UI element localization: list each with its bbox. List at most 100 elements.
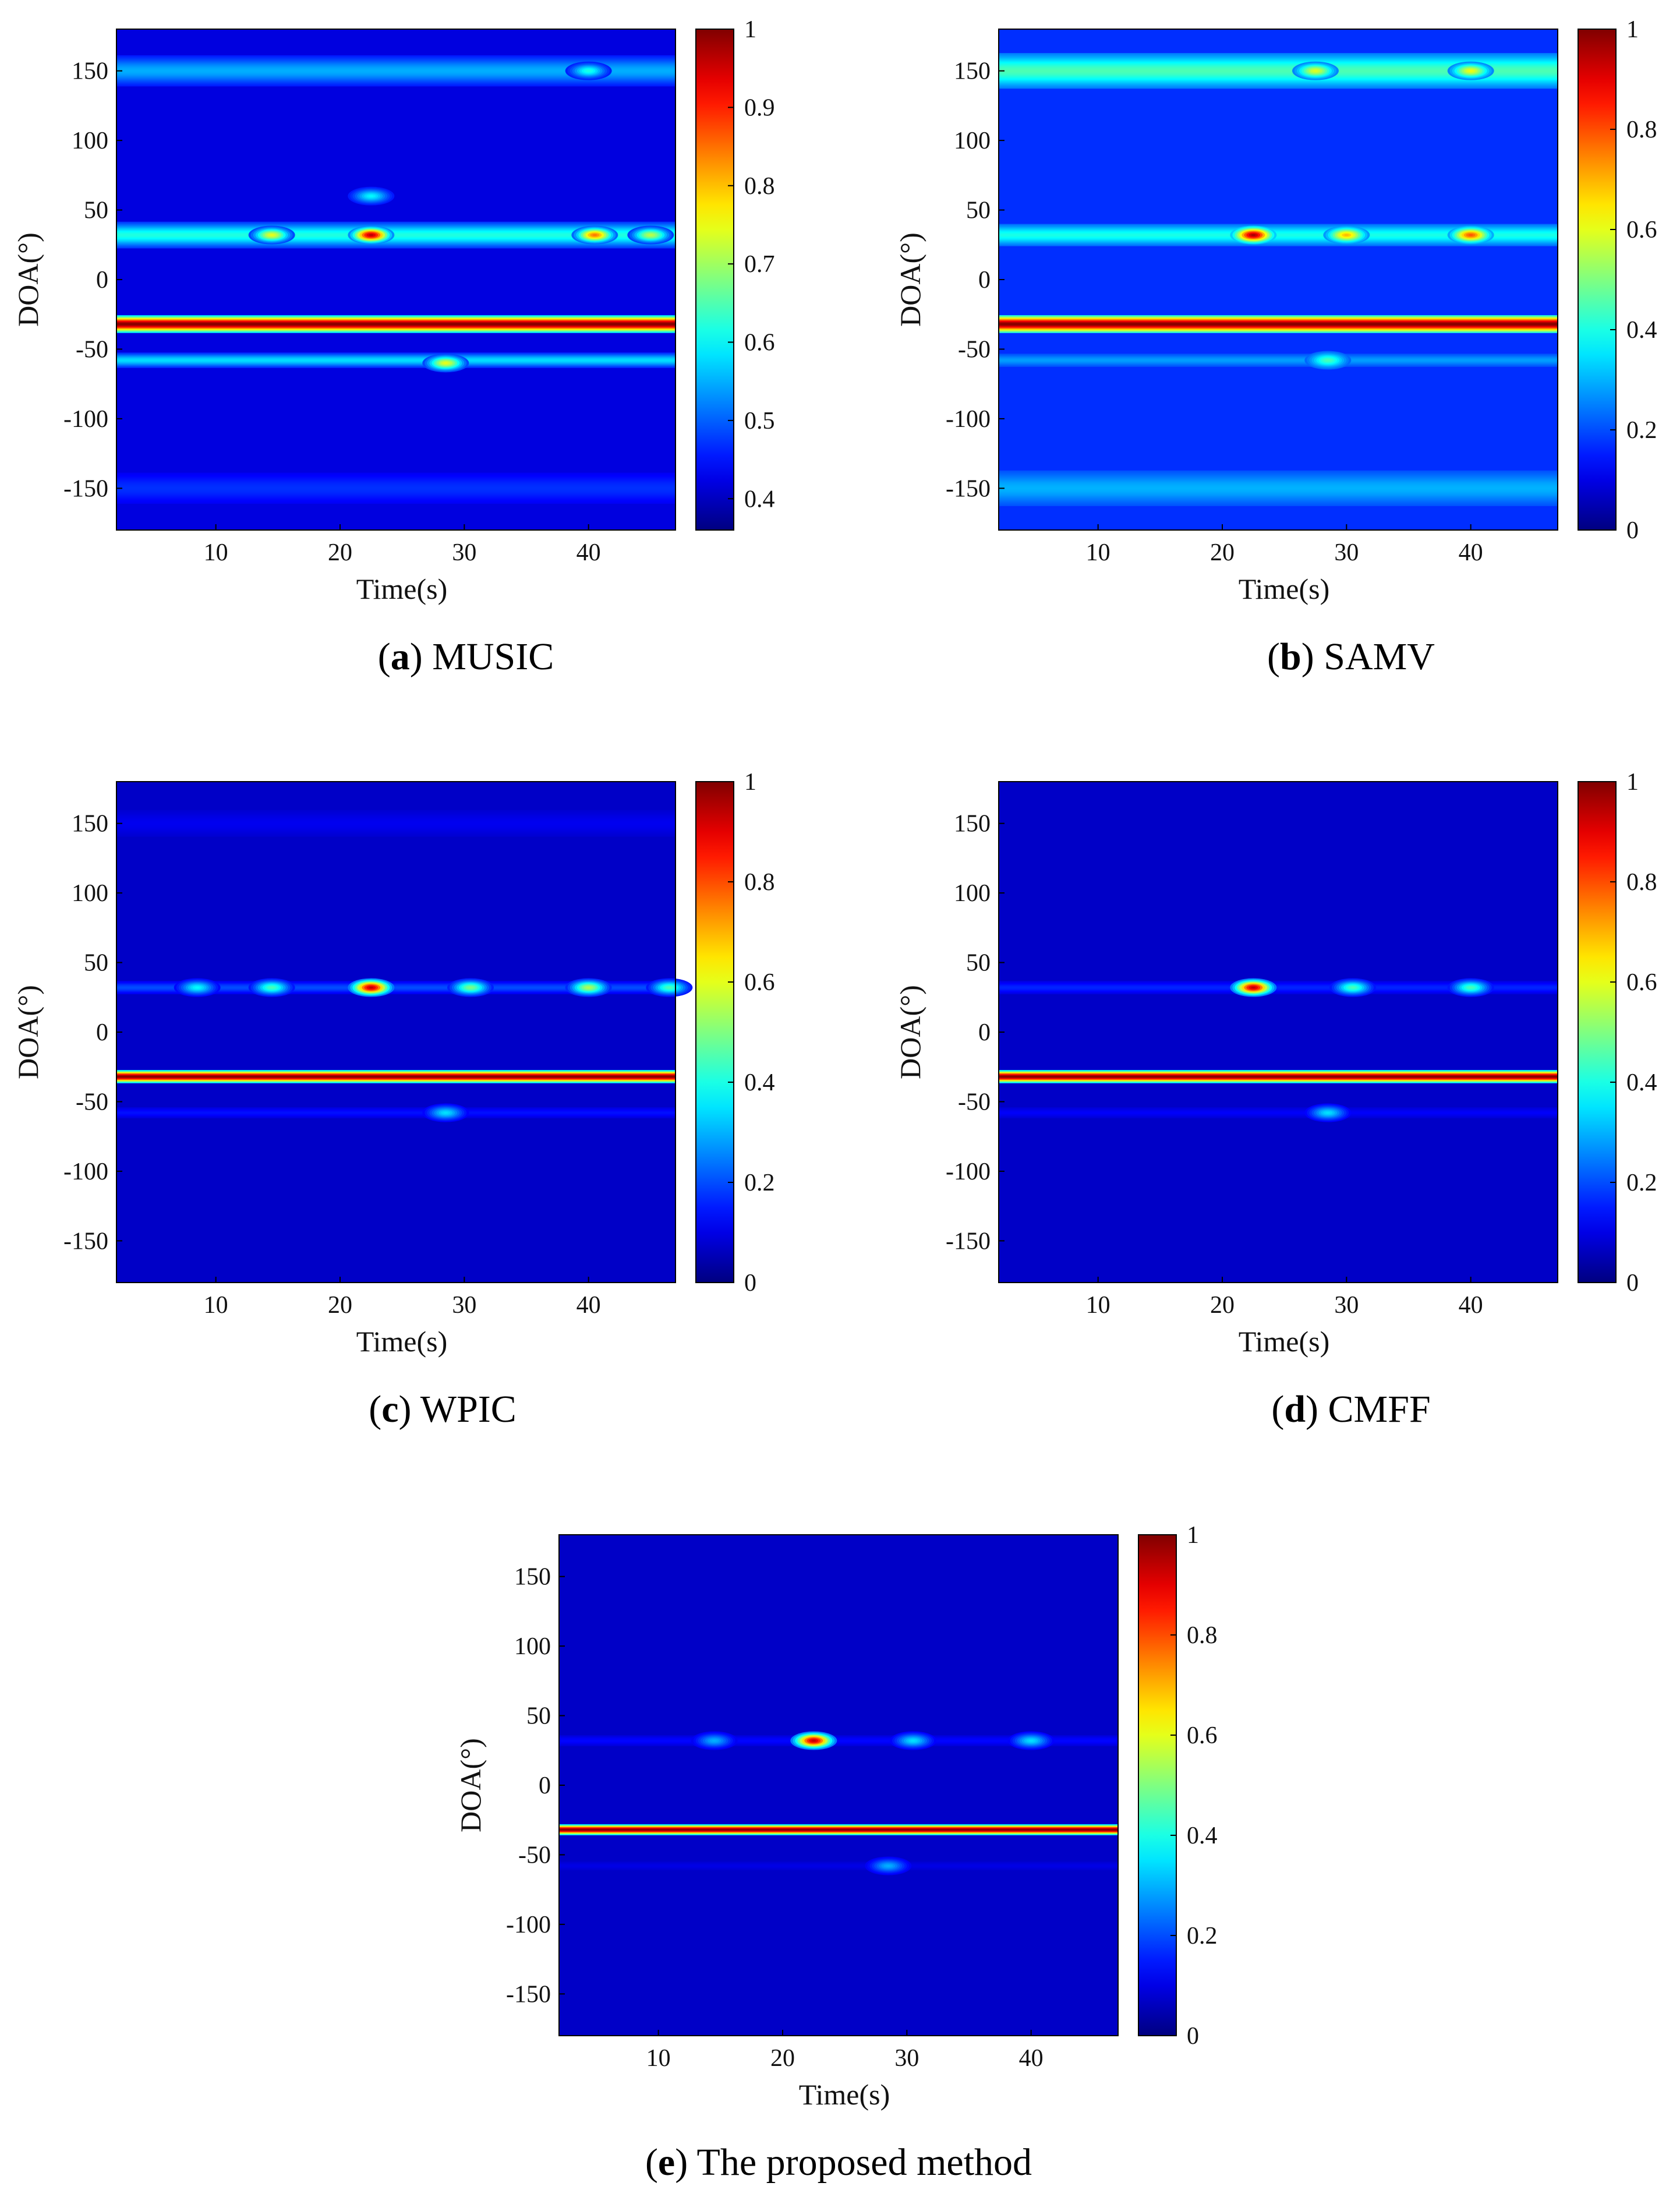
colorbar-tick-label: 0.4 — [1626, 317, 1657, 344]
x-tick-label: 20 — [1210, 1292, 1235, 1319]
x-tick-label: 40 — [1459, 539, 1483, 566]
caption-method: SAMV — [1324, 635, 1435, 678]
caption-method: CMFF — [1328, 1388, 1431, 1431]
caption: (b) SAMV — [1267, 635, 1435, 678]
heatmap-peak — [174, 978, 221, 997]
colorbar-tick-label: 0 — [1626, 1270, 1639, 1297]
heatmap-peak — [1304, 351, 1352, 370]
x-tick-label: 20 — [328, 1292, 352, 1319]
heatmap-peak — [865, 1856, 912, 1875]
x-tick-label: 30 — [452, 1292, 476, 1319]
y-axis-label: DOA(°) — [12, 232, 44, 327]
heatmap-band — [116, 352, 675, 368]
y-tick-label: 50 — [966, 197, 991, 224]
caption-letter: c — [381, 1388, 399, 1431]
chart-panel-samv: 150 100 50 0 -50 -100 -150 10 20 30 40 Time(s) DOA(°… — [882, 16, 1680, 678]
caption: (e) The proposed method — [645, 2141, 1032, 2184]
y-tick-label: 150 — [72, 811, 108, 838]
x-tick-label: 30 — [1334, 539, 1359, 566]
y-tick-label: -100 — [506, 1912, 551, 1938]
x-axis-label: Time(s) — [356, 573, 448, 605]
y-axis-label: DOA(°) — [894, 232, 926, 327]
caption-letter: e — [657, 2141, 675, 2184]
y-axis-label: DOA(°) — [894, 985, 926, 1079]
y-tick-label: -100 — [946, 406, 991, 433]
heatmap-peak — [1007, 1731, 1055, 1750]
colorbar-tick-label: 0.2 — [1626, 417, 1657, 444]
colorbar-tick-label: 1 — [744, 769, 756, 796]
caption-letter: d — [1284, 1388, 1306, 1431]
x-tick-label: 30 — [894, 2045, 919, 2072]
colorbar-tick-label: 0.2 — [1187, 1923, 1218, 1949]
heatmap-peak — [646, 978, 693, 997]
chart-panel-cmff: 150 100 50 0 -50 -100 -150 10 20 30 40 Time(s) DOA(°… — [882, 769, 1680, 1431]
heatmap-peak — [422, 1103, 469, 1122]
heatmap-band — [999, 1069, 1558, 1083]
colorbar-tick-label: 0.2 — [744, 1170, 775, 1196]
heatmap-band — [999, 354, 1558, 368]
x-tick-label: 30 — [1334, 1292, 1359, 1319]
heatmap-band — [116, 472, 675, 504]
x-tick-label: 40 — [576, 539, 601, 566]
colorbar-tick-label: 0.8 — [744, 173, 775, 200]
colorbar-tick-label: 0 — [744, 1270, 756, 1297]
heatmap-peak — [790, 1731, 837, 1750]
y-tick-label: 0 — [96, 1019, 108, 1046]
caption-method: MUSIC — [432, 635, 554, 678]
y-tick-label: -150 — [63, 1228, 108, 1255]
x-tick-label: 40 — [576, 1292, 601, 1319]
colorbar-tick-label: 1 — [1626, 769, 1639, 796]
y-tick-label: -150 — [946, 475, 991, 502]
caption: (c) WPIC — [369, 1388, 517, 1431]
colorbar-tick-label: 0 — [1626, 517, 1639, 544]
y-axis-label: DOA(°) — [454, 1738, 487, 1832]
x-tick-label: 10 — [1086, 1292, 1110, 1319]
caption-method: The proposed method — [696, 2141, 1032, 2184]
caption-letter: b — [1280, 635, 1301, 678]
heatmap-background — [999, 29, 1558, 530]
y-tick-label: 50 — [526, 1703, 551, 1730]
heatmap-band — [999, 981, 1558, 995]
y-tick-label: 0 — [978, 1019, 991, 1046]
colorbar-tick-label: 0.5 — [744, 408, 775, 435]
x-tick-label: 40 — [1459, 1292, 1483, 1319]
x-tick-label: 10 — [1086, 539, 1110, 566]
y-tick-label: -150 — [506, 1981, 551, 2008]
y-tick-label: 100 — [72, 128, 108, 154]
x-axis-label: Time(s) — [1239, 1325, 1330, 1358]
y-tick-label: -100 — [63, 406, 108, 433]
y-tick-label: -50 — [518, 1842, 551, 1869]
colorbar-tick-label: 0.4 — [1187, 1822, 1218, 1849]
y-axis-label: DOA(°) — [12, 985, 44, 1079]
colorbar — [1138, 1534, 1177, 2036]
colorbar-tick-label: 0.2 — [1626, 1170, 1657, 1196]
colorbar-tick-label: 0.8 — [1187, 1622, 1218, 1649]
y-tick-label: 50 — [84, 197, 108, 224]
heatmap-peak — [348, 978, 395, 997]
heatmap-band — [116, 810, 675, 837]
x-tick-label: 10 — [646, 2045, 671, 2072]
heatmap-peak — [248, 225, 295, 245]
heatmap-band — [999, 1107, 1558, 1119]
heatmap-band — [116, 1069, 675, 1083]
colorbar — [695, 29, 734, 531]
heatmap-peak — [565, 978, 612, 997]
colorbar-tick-label: 0.6 — [744, 330, 775, 356]
y-tick-label: 150 — [72, 58, 108, 85]
heatmap-band — [559, 1824, 1118, 1835]
heatmap-background — [999, 782, 1558, 1283]
colorbar-tick-label: 0.8 — [1626, 869, 1657, 896]
heatmap-background — [559, 1535, 1118, 2036]
heatmap-peak — [422, 354, 469, 373]
colorbar-tick-label: 1 — [1626, 16, 1639, 43]
x-tick-label: 10 — [204, 539, 228, 566]
colorbar-tick-label: 0.6 — [744, 969, 775, 996]
y-tick-label: 100 — [954, 880, 991, 907]
y-tick-label: 150 — [954, 811, 991, 838]
y-tick-label: -50 — [76, 1089, 108, 1115]
colorbar-tick-label: 0.7 — [744, 251, 775, 278]
chart-panel-music: 150 100 50 0 -50 -100 -150 10 20 30 40 Time(s) DOA(°… — [0, 16, 827, 678]
